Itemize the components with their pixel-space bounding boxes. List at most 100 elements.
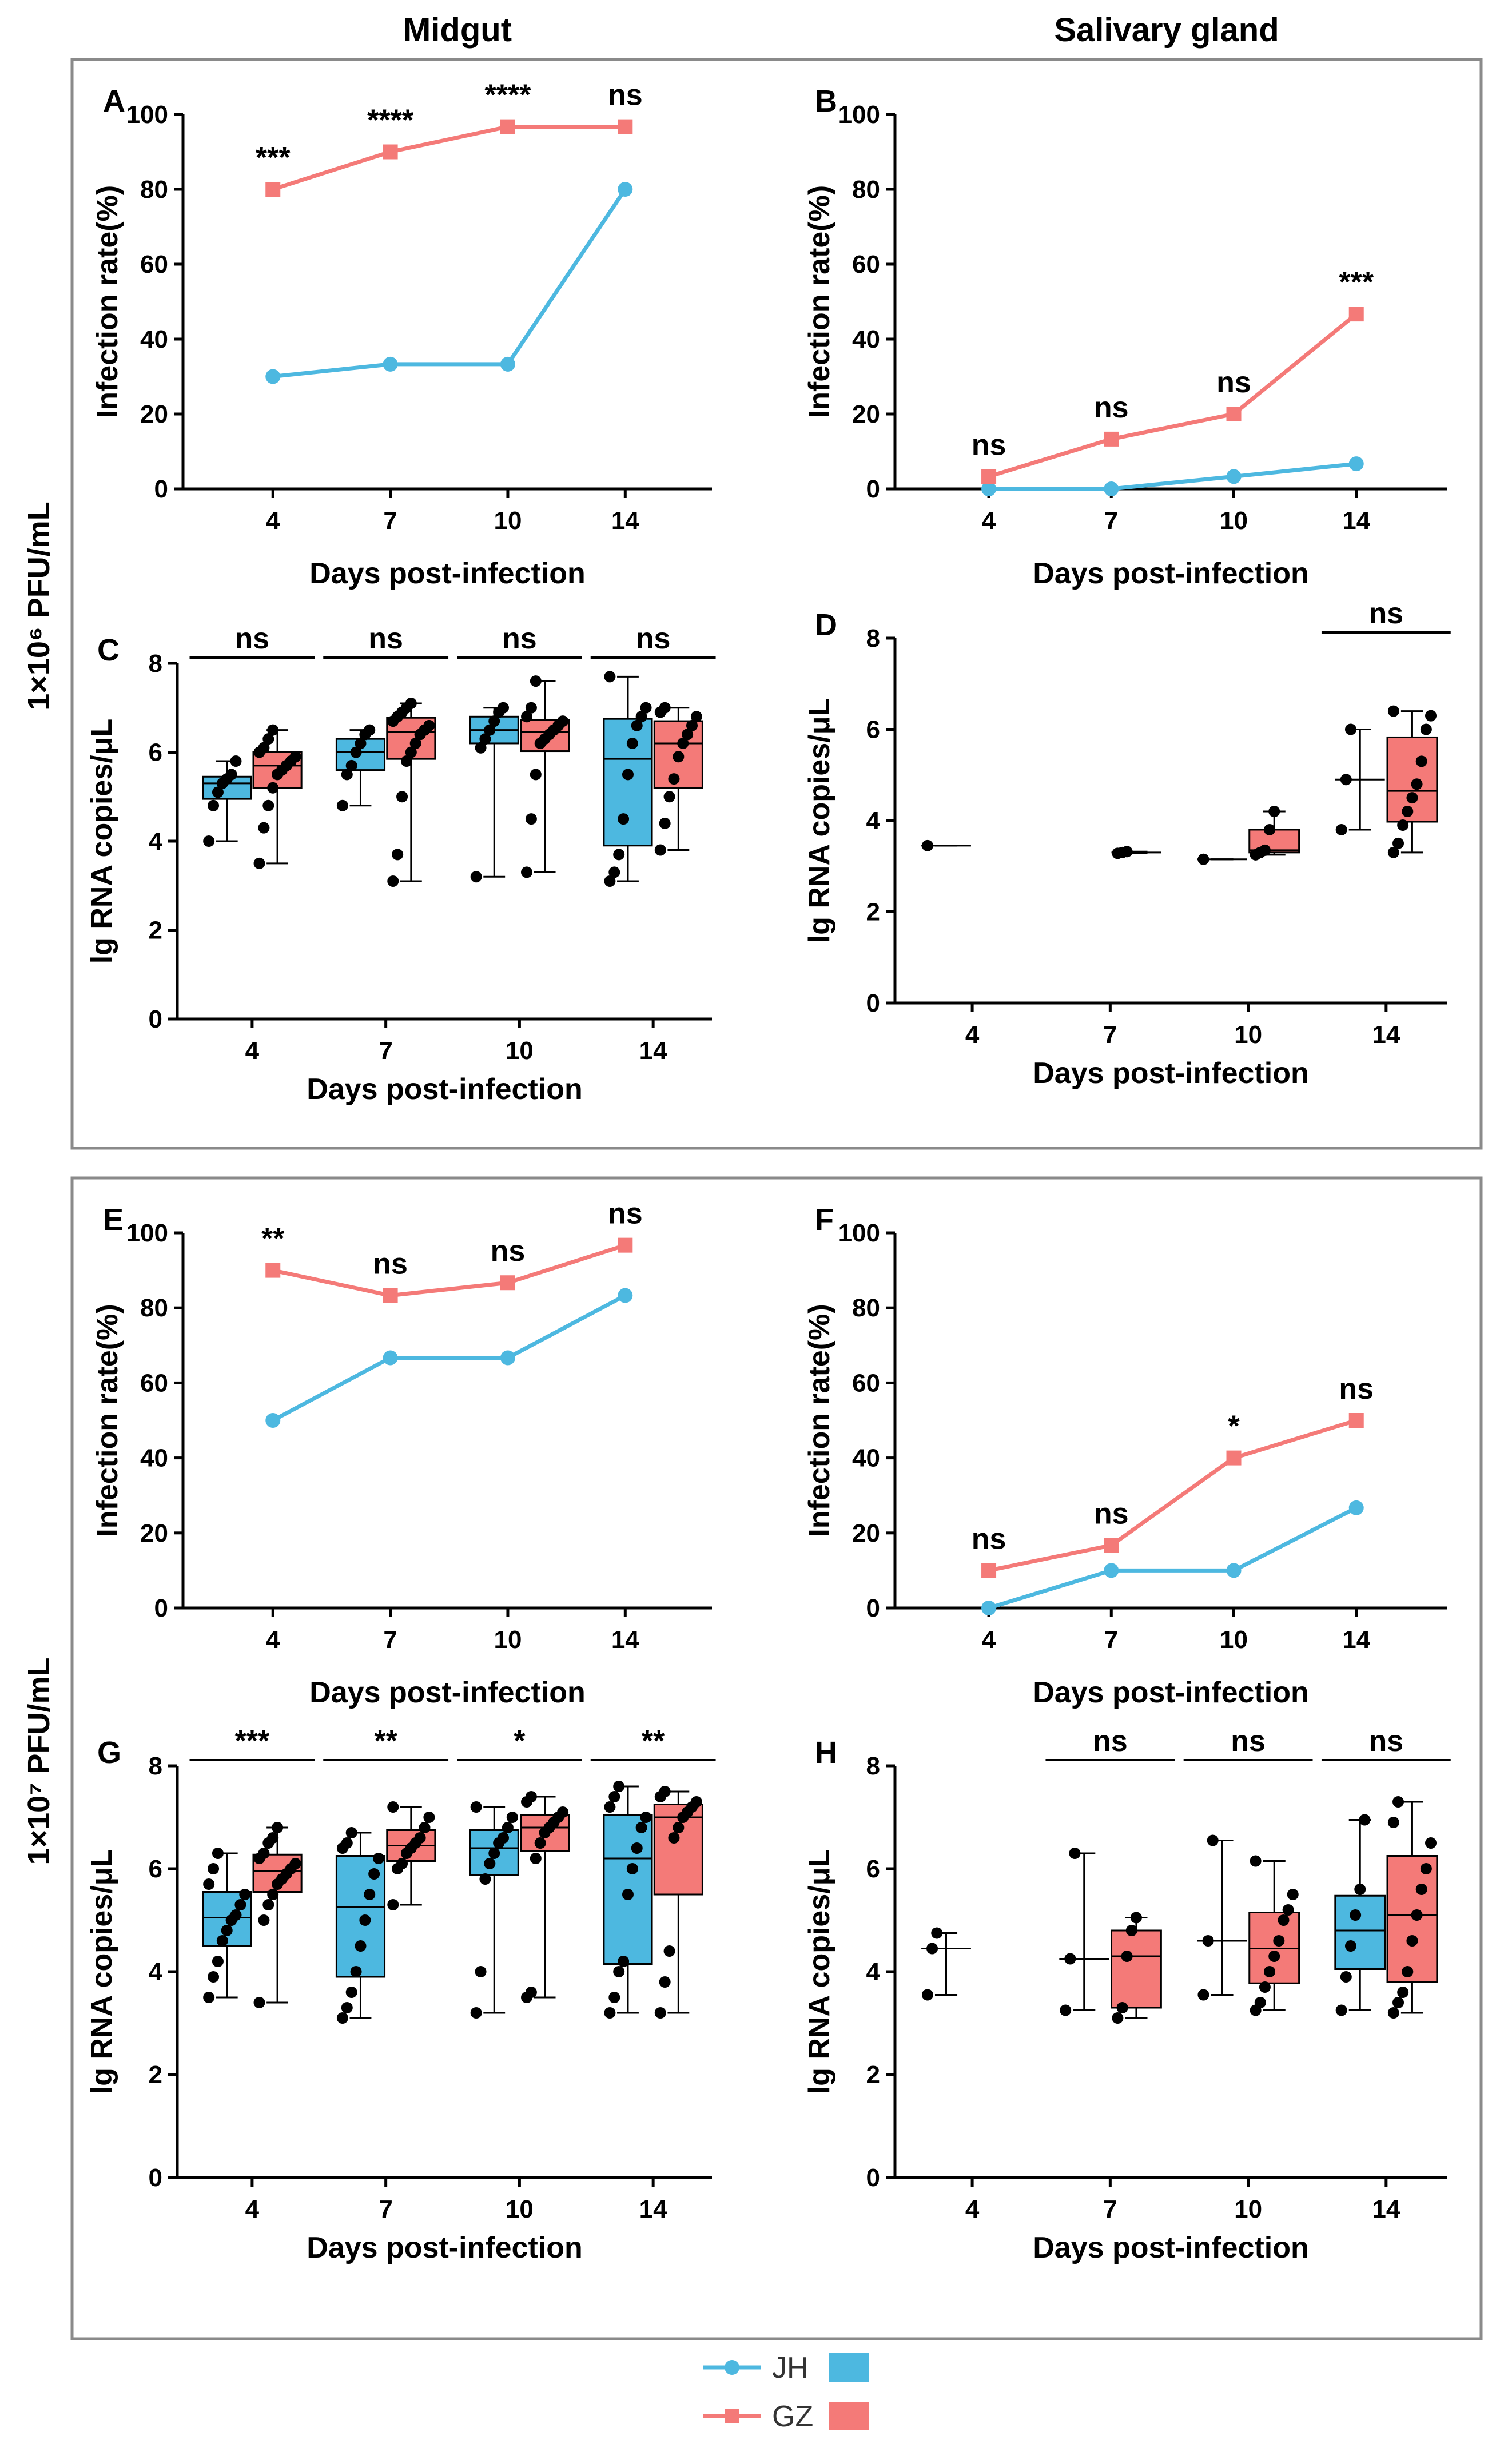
- data-point-gz: [423, 1812, 435, 1823]
- data-point-gz: [1387, 846, 1399, 858]
- data-point-gz: [557, 1806, 569, 1818]
- data-point-jh: [336, 2012, 348, 2024]
- y-tick-label: 80: [140, 1294, 168, 1322]
- column-heading-midgut: Midgut: [403, 11, 512, 49]
- panel-letter: C: [97, 633, 120, 667]
- data-point-jh: [364, 1889, 376, 1900]
- data-point-gz: [1420, 1863, 1432, 1874]
- legend-gz-box: [829, 2402, 869, 2430]
- data-point-gz: [423, 719, 435, 731]
- data-point-gz: [1226, 407, 1242, 421]
- data-point-jh: [608, 866, 620, 878]
- data-point-gz: [668, 773, 680, 785]
- data-point-gz: [1392, 1997, 1404, 2008]
- data-point-gz: [1397, 1987, 1409, 1998]
- x-axis-label: Days post-infection: [307, 2231, 583, 2264]
- data-point-gz: [258, 742, 270, 754]
- y-tick-label: 40: [140, 1444, 168, 1472]
- y-tick-label: 20: [852, 1519, 880, 1547]
- data-point-gz: [1425, 710, 1437, 722]
- data-point-jh: [383, 356, 398, 372]
- data-point-gz: [253, 1997, 265, 2008]
- x-tick-label: 7: [379, 1037, 392, 1065]
- legend-gz-label: GZ: [772, 2400, 813, 2433]
- data-point-gz: [1112, 2012, 1124, 2024]
- data-point-gz: [686, 719, 698, 731]
- data-point-jh: [1354, 1884, 1366, 1895]
- data-point-gz: [258, 1914, 270, 1926]
- data-point-gz: [267, 782, 279, 794]
- significance-label: ns: [972, 428, 1006, 461]
- x-tick-label: 7: [1104, 1626, 1118, 1654]
- data-point-jh: [604, 875, 616, 887]
- data-point-jh: [1359, 1814, 1371, 1826]
- x-tick-label: 10: [1234, 2195, 1262, 2223]
- data-point-gz: [981, 469, 997, 484]
- y-axis-label: Infection rate(%): [803, 1304, 836, 1537]
- data-point-gz: [1254, 1997, 1266, 2008]
- data-point-jh: [203, 1992, 215, 2003]
- significance-label: ns: [1369, 597, 1404, 630]
- data-point-jh: [470, 1801, 482, 1813]
- y-tick-label: 60: [852, 1369, 880, 1397]
- data-point-gz: [1425, 1837, 1437, 1849]
- data-point-gz: [1402, 1966, 1414, 1977]
- x-tick-label: 7: [1103, 2195, 1117, 2223]
- panel-h: H 0 2 4 6 8 4 7 10 14 lg RNA copies/μL Days post-in…: [803, 1725, 1451, 2264]
- legend-gz-marker: [725, 2409, 739, 2423]
- data-point-jh: [336, 799, 348, 811]
- data-point-gz: [1273, 1935, 1285, 1947]
- data-point-jh: [203, 835, 215, 847]
- data-point-gz: [400, 755, 412, 767]
- data-point-gz: [1402, 806, 1414, 818]
- data-point-gz: [1130, 1912, 1142, 1924]
- data-point-gz: [1104, 1538, 1119, 1553]
- data-point-jh: [1207, 1834, 1219, 1846]
- data-point-gz: [530, 675, 542, 687]
- y-tick-label: 8: [866, 1752, 880, 1780]
- data-point-jh: [208, 1863, 220, 1874]
- y-axis-label: lg RNA copies/μL: [803, 1849, 836, 2095]
- data-point-gz: [659, 1786, 671, 1797]
- y-axis-label: lg RNA copies/μL: [85, 719, 118, 964]
- x-axis-label: Days post-infection: [307, 1073, 583, 1106]
- data-point-gz: [396, 1858, 408, 1869]
- data-point-gz: [387, 1801, 399, 1813]
- y-tick-label: 6: [149, 739, 162, 767]
- data-point-gz: [534, 1837, 546, 1849]
- y-tick-label: 40: [140, 325, 168, 353]
- data-point-gz: [1406, 792, 1418, 804]
- x-tick-label: 7: [383, 507, 397, 535]
- data-point-gz: [267, 1832, 279, 1844]
- y-tick-label: 4: [149, 827, 163, 855]
- data-point-jh: [497, 702, 509, 714]
- significance-label: ***: [256, 141, 291, 174]
- data-point-jh: [212, 1848, 224, 1859]
- data-point-jh: [359, 1914, 371, 1926]
- significance-label: ns: [972, 1522, 1006, 1555]
- y-tick-label: 6: [866, 716, 880, 744]
- data-point-gz: [1264, 823, 1276, 835]
- y-axis-label: Infection rate(%): [91, 1304, 124, 1537]
- series-line-jh: [989, 461, 1357, 491]
- significance-label: ns: [1369, 1725, 1404, 1758]
- data-point-jh: [1197, 1989, 1209, 2001]
- x-tick-label: 7: [1103, 1021, 1117, 1049]
- series-line-gz: [988, 1418, 1357, 1573]
- data-point-gz: [1397, 819, 1409, 831]
- x-tick-label: 10: [506, 2195, 534, 2223]
- data-point-jh: [1069, 1848, 1081, 1859]
- data-point-jh: [484, 724, 496, 736]
- data-point-jh: [341, 1837, 353, 1849]
- data-point-gz: [690, 711, 702, 723]
- significance-label: ***: [235, 1725, 270, 1758]
- data-point-gz: [530, 769, 542, 781]
- data-point-jh: [631, 1842, 643, 1854]
- y-tick-label: 80: [852, 176, 880, 204]
- data-point-jh: [479, 733, 491, 745]
- data-point-gz: [1411, 778, 1423, 790]
- panel-letter: H: [815, 1735, 837, 1770]
- y-tick-label: 100: [838, 1219, 880, 1247]
- data-point-gz: [618, 119, 633, 134]
